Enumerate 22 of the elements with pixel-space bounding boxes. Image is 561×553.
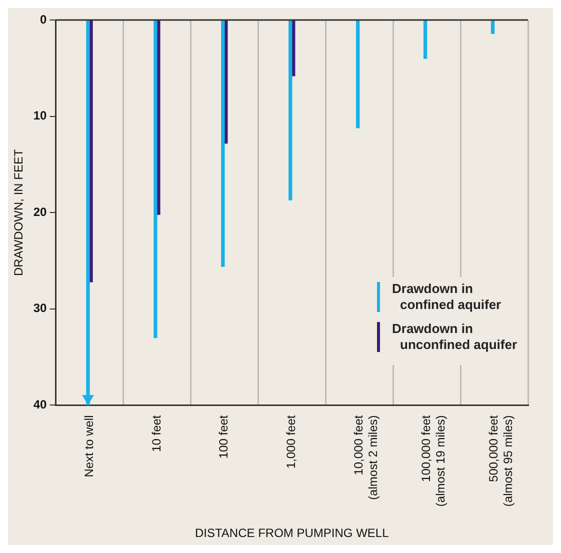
y-tick-label: 20	[33, 204, 48, 219]
x-tick-label: 1,000 feet	[284, 414, 298, 469]
bar	[490, 20, 495, 34]
y-tick-label: 40	[33, 398, 48, 412]
bar	[154, 20, 158, 338]
legend-label: Drawdown in confined aquifer	[392, 281, 502, 313]
x-tick-label: 100,000 feet (almost 19 miles)	[419, 414, 448, 507]
x-tick-label: 10,000 feet (almost 2 miles)	[352, 414, 380, 500]
x-tick-label: Next to well	[82, 415, 96, 478]
y-axis-title: DRAWDOWN, IN FEET	[12, 148, 26, 276]
y-tick-label: 0	[40, 12, 48, 26]
bar	[356, 20, 360, 128]
y-tick-label: 30	[33, 301, 48, 316]
bar	[221, 20, 225, 267]
x-tick-label: 100 feet	[216, 414, 231, 459]
y-tick-label: 10	[33, 108, 48, 123]
bar	[423, 20, 428, 59]
x-tick-label: 10 feet	[149, 414, 164, 452]
x-axis-title: DISTANCE FROM PUMPING WELL	[194, 526, 390, 540]
legend-label: Drawdown in unconfined aquifer	[392, 321, 517, 353]
x-tick-label: 500,000 feet (almost 95 miles)	[486, 414, 515, 507]
bar	[288, 20, 292, 200]
